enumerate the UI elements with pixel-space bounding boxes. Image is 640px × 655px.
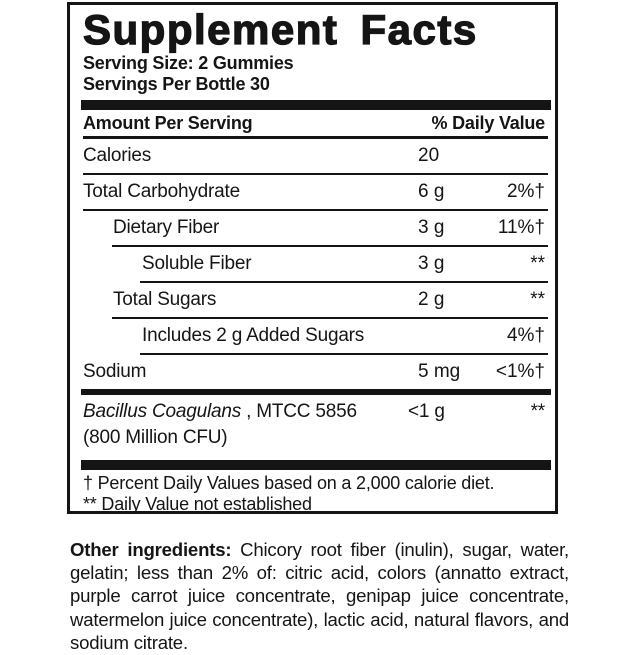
- nutrient-name: Dietary Fiber: [113, 217, 220, 238]
- row-divider: [112, 245, 548, 247]
- nutrient-name: Soluble Fiber: [142, 253, 252, 274]
- probiotic-row: Bacillus Coagulans , MTCC 5856 <1 g ** (…: [83, 395, 545, 453]
- other-ingredients-label: Other ingredients:: [70, 538, 232, 560]
- row-divider: [140, 353, 548, 355]
- footnote-not-established: ** Daily Value not established: [83, 494, 312, 514]
- column-header-row: Amount Per Serving % Daily Value: [83, 110, 545, 136]
- nutrient-amount: 3 g: [418, 217, 445, 238]
- nutrient-amount: 5 mg: [418, 361, 461, 382]
- nutrient-row-added-sugars: Includes 2 g Added Sugars 4%†: [83, 319, 548, 355]
- nutrient-daily-value: **: [530, 289, 545, 310]
- nutrient-daily-value: 4%†: [506, 325, 545, 346]
- other-ingredients-text: Chicory root fiber (inulin), sugar, wate…: [70, 538, 569, 654]
- nutrient-name: Includes 2 g Added Sugars: [142, 325, 365, 346]
- footnote-daily-value: † Percent Daily Values based on a 2,000 …: [83, 473, 495, 493]
- header-divider: [83, 136, 548, 139]
- nutrient-daily-value: **: [530, 253, 545, 274]
- nutrient-daily-value: 11%†: [497, 217, 545, 238]
- nutrient-amount: 2 g: [418, 289, 445, 310]
- nutrient-row-calories: Calories 20: [83, 139, 548, 175]
- nutrient-name: Total Carbohydrate: [83, 181, 240, 202]
- amount-per-serving-header: Amount Per Serving: [83, 112, 253, 133]
- servings-per-bottle-line: Servings Per Bottle 30: [83, 74, 270, 94]
- row-divider: [83, 173, 548, 175]
- footnotes: † Percent Daily Values based on a 2,000 …: [83, 473, 545, 515]
- nutrient-row-total-carbohydrate: Total Carbohydrate 6 g 2%†: [83, 175, 548, 211]
- thick-divider-middle: [81, 389, 551, 395]
- nutrient-row-total-sugars: Total Sugars 2 g **: [83, 283, 548, 319]
- probiotic-amount: <1 g: [408, 401, 445, 422]
- probiotic-strain: , MTCC 5856: [241, 401, 357, 422]
- nutrient-row-dietary-fiber: Dietary Fiber 3 g 11%†: [83, 211, 548, 247]
- nutrient-name: Sodium: [83, 361, 147, 382]
- supplement-facts-panel: Supplement Facts Serving Size: 2 Gummies…: [67, 2, 558, 514]
- serving-size-line: Serving Size: 2 Gummies: [83, 53, 294, 73]
- supplement-label-page: { "panel": { "title": "Supplement Facts"…: [67, 2, 570, 654]
- nutrient-daily-value: <1%†: [495, 361, 545, 382]
- nutrient-name: Calories: [83, 145, 152, 166]
- row-divider: [112, 317, 548, 319]
- probiotic-latin-name: Bacillus Coagulans: [83, 401, 241, 422]
- row-divider: [83, 209, 548, 211]
- probiotic-name: Bacillus Coagulans , MTCC 5856: [83, 399, 545, 425]
- nutrient-amount: 6 g: [418, 181, 445, 202]
- probiotic-cfu-count: (800 Million CFU): [83, 427, 228, 448]
- nutrient-row-soluble-fiber: Soluble Fiber 3 g **: [83, 247, 548, 283]
- probiotic-daily-value: **: [530, 401, 546, 422]
- row-divider: [140, 281, 548, 283]
- thick-divider-top: [81, 100, 551, 110]
- nutrient-amount: 3 g: [418, 253, 445, 274]
- nutrient-name: Total Sugars: [113, 289, 217, 310]
- thick-divider-bottom: [81, 460, 551, 470]
- panel-title: Supplement Facts: [82, 6, 478, 53]
- nutrient-daily-value: 2%†: [506, 181, 545, 202]
- other-ingredients-paragraph: Other ingredients: Chicory root fiber (i…: [70, 538, 569, 655]
- daily-value-header: % Daily Value: [431, 112, 546, 133]
- nutrient-amount: 20: [418, 145, 440, 166]
- nutrient-row-sodium: Sodium 5 mg <1%†: [83, 355, 545, 389]
